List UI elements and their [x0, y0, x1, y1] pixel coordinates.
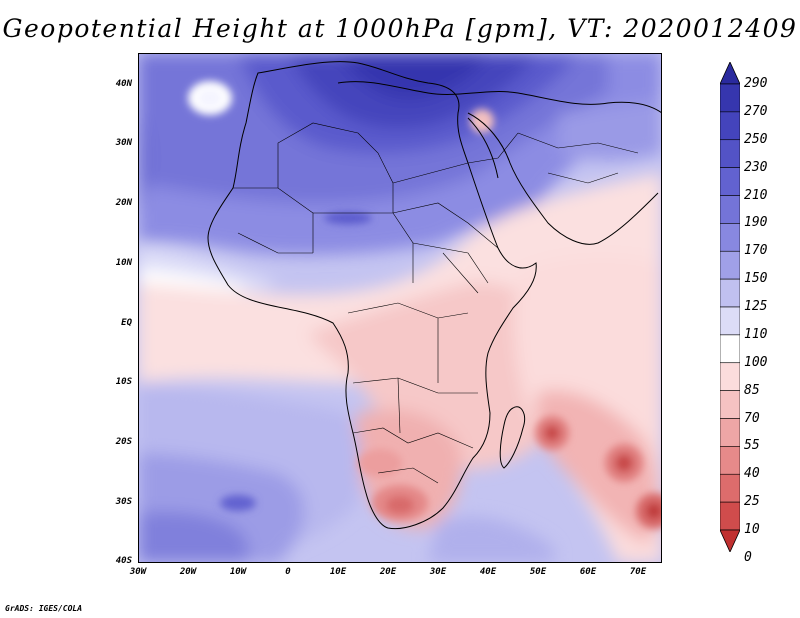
colorbar-segment — [720, 501, 740, 531]
colorbar-level-label: 270 — [744, 103, 768, 119]
colorbar-level-label: 100 — [744, 354, 768, 370]
colorbar — [720, 62, 740, 552]
height-field — [138, 53, 662, 563]
colorbar-segment — [720, 390, 740, 419]
coastlines — [207, 61, 662, 530]
colorbar-segment — [720, 418, 740, 447]
colorbar-level-label: 10 — [744, 522, 760, 537]
colorbar-segment — [720, 139, 740, 168]
lat-label: 40S — [115, 556, 132, 566]
colorbar-level-label: 190 — [744, 215, 768, 231]
lon-label: 10W — [229, 567, 247, 577]
colorbar-segment — [720, 446, 740, 475]
lat-label: 10N — [115, 258, 132, 268]
colorbar-segment — [720, 278, 740, 308]
colorbar-level-label: 230 — [744, 159, 768, 175]
colorbar-segment — [720, 83, 740, 113]
colorbar-segment — [720, 111, 740, 141]
colorbar-top-arrow — [720, 62, 740, 85]
field-extremes — [188, 81, 662, 529]
colorbar-level-label: 125 — [744, 299, 768, 314]
colorbar-segment — [720, 223, 740, 252]
colorbar-level-label: 0 — [744, 549, 752, 565]
colorbar-level-label: 85 — [744, 382, 760, 398]
lon-label: 50E — [529, 567, 547, 577]
lat-label: 20S — [115, 437, 132, 447]
lon-label: 60E — [579, 567, 597, 577]
colorbar-segment — [720, 250, 740, 280]
map-plot — [138, 53, 662, 563]
colorbar-bottom-arrow — [720, 529, 740, 552]
colorbar-level-label: 70 — [744, 410, 760, 426]
lon-label: 30W — [129, 567, 147, 577]
colorbar-level-label: 110 — [744, 326, 768, 342]
lat-label: 30S — [115, 497, 132, 507]
lon-label: 20W — [179, 567, 197, 577]
credit-text: GrADS: IGES/COLA — [5, 604, 83, 613]
colorbar-level-label: 290 — [744, 76, 768, 91]
lat-label: 20N — [115, 198, 132, 208]
colorbar-level-label: 150 — [744, 271, 768, 287]
map-title: Geopotential Height at 1000hPa [gpm], VT… — [2, 14, 798, 43]
colorbar-segment — [720, 195, 740, 224]
colorbar-segment — [720, 167, 740, 196]
lon-label: 10E — [329, 567, 347, 577]
colorbar-segment — [720, 306, 740, 336]
colorbar-level-label: 250 — [744, 131, 768, 147]
lat-label: 30N — [115, 138, 132, 148]
colorbar-level-label: 25 — [744, 494, 760, 510]
field-contours — [138, 53, 662, 563]
colorbar-segment — [720, 473, 740, 503]
lon-label: 70E — [629, 567, 647, 577]
colorbar-level-label: 210 — [744, 187, 768, 203]
colorbar-level-label: 170 — [744, 243, 768, 259]
colorbar-segment — [720, 334, 740, 364]
country-borders — [233, 122, 639, 484]
colorbar-level-label: 40 — [744, 466, 760, 482]
lon-label: 0 — [285, 567, 291, 577]
lat-label: 40N — [115, 79, 132, 89]
lon-label: 20E — [379, 567, 397, 577]
lon-label: 30E — [429, 567, 447, 577]
lat-label: 10S — [115, 377, 132, 387]
colorbar-level-label: 55 — [744, 438, 760, 454]
lon-label: 40E — [479, 567, 497, 577]
colorbar-segment — [720, 362, 740, 391]
lat-label: EQ — [121, 318, 132, 328]
